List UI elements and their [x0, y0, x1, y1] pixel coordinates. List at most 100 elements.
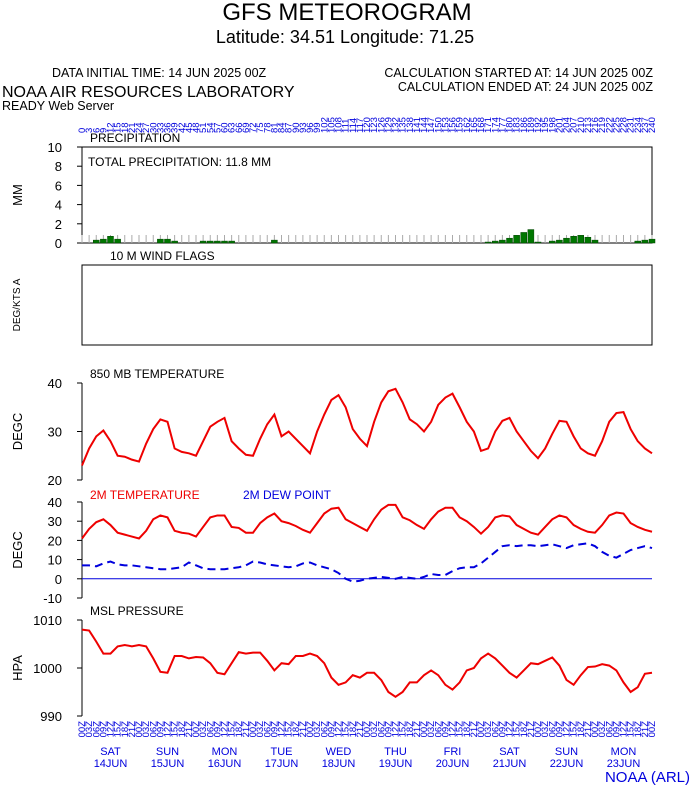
- x-time-label: 21Z: [184, 721, 195, 738]
- x-day-label: THU: [384, 746, 407, 758]
- y-axis-label: HPA: [10, 655, 25, 681]
- y-tick-label: 2: [55, 217, 62, 232]
- x-top-label: 231: [626, 117, 637, 133]
- y-tick-label: 30: [48, 514, 62, 529]
- footer: NOAA (ARL): [605, 769, 690, 786]
- precip-bar: [506, 237, 513, 244]
- precip-bar: [271, 239, 278, 244]
- x-time-label: 09Z: [212, 721, 223, 738]
- server: READY Web Server: [2, 99, 114, 113]
- x-time-label: 00Z: [191, 721, 202, 738]
- x-time-label: 12Z: [106, 721, 117, 738]
- x-top-label: 207: [569, 117, 580, 133]
- y-tick-label: 30: [48, 425, 62, 440]
- precip-bar: [591, 239, 599, 244]
- x-date-label: 23JUN: [607, 758, 641, 770]
- y-tick-label: 990: [40, 709, 62, 724]
- x-top-label: 120: [362, 117, 373, 133]
- precip-bar: [93, 239, 100, 244]
- x-top-label: 96: [305, 122, 316, 133]
- x-top-label: 12: [106, 122, 117, 133]
- x-time-label: 00Z: [362, 721, 373, 738]
- x-time-label: 15Z: [455, 721, 466, 738]
- x-time-label: 09Z: [98, 721, 109, 738]
- panel-title: PRECIPITATION: [90, 131, 180, 145]
- x-time-label: 15Z: [113, 721, 124, 738]
- x-date-label: 17JUN: [265, 758, 299, 770]
- x-time-label: 09Z: [440, 721, 451, 738]
- x-top-label: 138: [405, 117, 416, 133]
- x-date-label: 15JUN: [151, 758, 185, 770]
- x-top-label: 36: [163, 122, 174, 133]
- precip-bar: [556, 239, 563, 244]
- y-tick-label: 10: [48, 140, 62, 155]
- x-date-label: 20JUN: [436, 758, 470, 770]
- precip-bar: [221, 240, 228, 244]
- x-time-label: 18Z: [348, 721, 359, 738]
- x-top-label: 69: [241, 122, 252, 133]
- x-time-label: 21Z: [298, 721, 309, 738]
- y-tick-label: 0: [55, 236, 62, 251]
- x-time-label: 18Z: [405, 721, 416, 738]
- x-day-label: SAT: [100, 746, 121, 758]
- precip-bar: [648, 238, 656, 244]
- x-time-label: 00Z: [533, 721, 544, 738]
- x-top-label: 192: [533, 117, 544, 133]
- x-top-label: 195: [540, 117, 551, 133]
- panel-title: MSL PRESSURE: [90, 604, 184, 618]
- x-top-label: 27: [141, 122, 152, 133]
- precip-bar: [577, 235, 584, 244]
- precip-bar: [484, 241, 492, 244]
- legend-label: 2M TEMPERATURE: [90, 488, 200, 502]
- x-top-label: 81: [269, 122, 280, 133]
- x-top-label: 54: [205, 122, 216, 133]
- precip-bar: [513, 235, 520, 244]
- y-tick-label: 1010: [33, 613, 62, 628]
- x-time-label: 21Z: [526, 721, 537, 738]
- x-top-label: 177: [497, 117, 508, 133]
- x-top-label: 111: [341, 119, 352, 133]
- x-top-label: 129: [383, 117, 394, 133]
- x-time-label: 03Z: [255, 721, 266, 738]
- x-top-label: 63: [227, 122, 238, 133]
- x-time-label: 18Z: [291, 721, 302, 738]
- x-date-label: 18JUN: [322, 758, 356, 770]
- x-top-label: 141: [412, 117, 423, 133]
- x-day-label: SUN: [555, 746, 578, 758]
- panel-title: 850 MB TEMPERATURE: [90, 367, 224, 381]
- precip-bar: [107, 236, 114, 244]
- x-top-label: 228: [619, 117, 630, 133]
- x-date-label: 16JUN: [208, 758, 242, 770]
- series-line: [81, 503, 653, 540]
- x-day-label: SUN: [156, 746, 179, 758]
- y-tick-label: 40: [48, 495, 62, 510]
- x-time-label: 15Z: [569, 721, 580, 738]
- x-top-label: 57: [212, 122, 223, 133]
- x-time-label: 15Z: [170, 721, 181, 738]
- x-time-label: 12Z: [334, 721, 345, 738]
- x-top-label: 117: [355, 118, 366, 133]
- x-top-label: 24: [134, 122, 145, 133]
- x-time-label: 21Z: [640, 721, 651, 738]
- x-time-label: 00Z: [77, 721, 88, 738]
- x-top-label: 33: [155, 122, 166, 133]
- precip-bar: [570, 236, 577, 244]
- x-top-label: 216: [590, 117, 601, 133]
- x-time-label: 00Z: [590, 721, 601, 738]
- x-time-label: 03Z: [369, 721, 380, 738]
- precip-bar: [641, 239, 649, 244]
- x-time-label: 12Z: [391, 721, 402, 738]
- x-top-label: 102: [319, 117, 330, 133]
- x-day-label: TUE: [271, 746, 293, 758]
- x-time-label: 00Z: [134, 721, 145, 738]
- subtitle: Latitude: 34.51 Longitude: 71.25: [216, 27, 474, 47]
- x-top-label: 222: [604, 117, 615, 133]
- x-top-label: 186: [519, 117, 530, 133]
- x-time-label: 15Z: [626, 721, 637, 738]
- precip-bar: [228, 240, 235, 244]
- x-time-label: 21Z: [469, 721, 480, 738]
- x-time-label: 00Z: [476, 721, 487, 738]
- x-time-label: 12Z: [448, 721, 459, 738]
- x-top-label: 183: [512, 117, 523, 133]
